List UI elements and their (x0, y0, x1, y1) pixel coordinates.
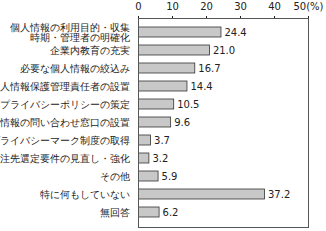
svg-text:個人情報保護管理責任者の設置: 個人情報保護管理責任者の設置 (0, 81, 130, 92)
svg-text:個人情報の問い合わせ窓口の設置: 個人情報の問い合わせ窓口の設置 (0, 117, 130, 128)
svg-text:特に何もしていない: 特に何もしていない (40, 189, 130, 200)
svg-text:0: 0 (135, 1, 141, 12)
svg-text:その他: その他 (100, 171, 130, 182)
svg-text:37.2: 37.2 (268, 189, 290, 200)
svg-text:プライバシーポリシーの策定: プライバシーポリシーの策定 (0, 99, 130, 110)
svg-text:30: 30 (234, 1, 247, 12)
svg-text:21.0: 21.0 (213, 45, 235, 56)
svg-text:10: 10 (166, 1, 179, 12)
svg-text:40: 40 (268, 1, 281, 12)
svg-text:プライバシーマーク制度の取得: プライバシーマーク制度の取得 (0, 135, 130, 146)
svg-text:企業内教育の充実: 企業内教育の充実 (50, 45, 130, 56)
svg-text:6.2: 6.2 (163, 207, 179, 218)
svg-text:20: 20 (200, 1, 213, 12)
svg-text:個人情報の利用目的・収集時期・管理者の明確化: 個人情報の利用目的・収集時期・管理者の明確化 (10, 22, 130, 43)
svg-text:50(%): 50(%) (293, 1, 323, 12)
svg-text:3.7: 3.7 (154, 135, 170, 146)
svg-text:3.2: 3.2 (152, 153, 168, 164)
svg-text:必要な個人情報の絞込み: 必要な個人情報の絞込み (20, 63, 130, 74)
svg-text:14.4: 14.4 (190, 81, 212, 92)
svg-text:24.4: 24.4 (224, 27, 246, 38)
svg-text:無回答: 無回答 (100, 207, 130, 218)
svg-text:16.7: 16.7 (198, 63, 220, 74)
svg-text:外注先選定要件の見直し・強化: 外注先選定要件の見直し・強化 (0, 153, 130, 164)
svg-text:5.9: 5.9 (162, 171, 178, 182)
svg-text:10.5: 10.5 (177, 99, 199, 110)
svg-text:9.6: 9.6 (174, 117, 190, 128)
